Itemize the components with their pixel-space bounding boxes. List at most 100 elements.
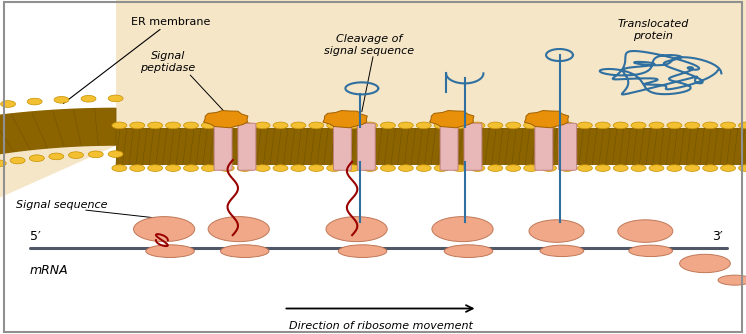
Text: Translocated
protein: Translocated protein (617, 19, 689, 41)
Polygon shape (524, 111, 568, 128)
Ellipse shape (445, 245, 492, 258)
Circle shape (309, 165, 324, 171)
Circle shape (166, 122, 181, 129)
FancyBboxPatch shape (238, 123, 256, 170)
Circle shape (488, 165, 503, 171)
FancyBboxPatch shape (333, 123, 351, 170)
Circle shape (703, 122, 718, 129)
Circle shape (560, 122, 574, 129)
Circle shape (219, 122, 234, 129)
Circle shape (524, 165, 539, 171)
Circle shape (291, 165, 306, 171)
Bar (116, 128, 746, 165)
Circle shape (524, 122, 539, 129)
Circle shape (363, 122, 377, 129)
Circle shape (130, 165, 145, 171)
Circle shape (309, 122, 324, 129)
Circle shape (631, 165, 646, 171)
Ellipse shape (145, 245, 194, 258)
Circle shape (237, 165, 252, 171)
Circle shape (380, 122, 395, 129)
Circle shape (506, 122, 521, 129)
Circle shape (273, 165, 288, 171)
Circle shape (434, 165, 449, 171)
Circle shape (255, 122, 270, 129)
Ellipse shape (680, 254, 730, 273)
Circle shape (148, 165, 163, 171)
Circle shape (201, 165, 216, 171)
Text: Signal
peptidase: Signal peptidase (140, 51, 195, 72)
Bar (116, 0, 746, 128)
Circle shape (81, 96, 96, 102)
FancyBboxPatch shape (559, 123, 577, 170)
Ellipse shape (529, 220, 584, 242)
Circle shape (54, 97, 69, 103)
Circle shape (416, 122, 431, 129)
Circle shape (613, 165, 628, 171)
Circle shape (327, 122, 342, 129)
Circle shape (380, 165, 395, 171)
Circle shape (649, 165, 664, 171)
Polygon shape (430, 111, 474, 128)
Circle shape (255, 165, 270, 171)
FancyBboxPatch shape (535, 123, 553, 170)
Circle shape (1, 101, 16, 107)
Polygon shape (204, 111, 248, 128)
Circle shape (184, 165, 198, 171)
Circle shape (166, 165, 181, 171)
Ellipse shape (618, 220, 673, 242)
Ellipse shape (718, 275, 746, 285)
Text: mRNA: mRNA (30, 264, 69, 277)
Circle shape (88, 151, 103, 158)
Circle shape (595, 165, 610, 171)
Circle shape (577, 165, 592, 171)
Circle shape (291, 122, 306, 129)
Circle shape (69, 152, 84, 158)
FancyBboxPatch shape (464, 123, 482, 170)
Ellipse shape (326, 217, 387, 241)
Circle shape (595, 122, 610, 129)
Circle shape (560, 165, 574, 171)
Circle shape (739, 122, 746, 129)
Circle shape (112, 122, 127, 129)
Circle shape (112, 165, 127, 171)
FancyBboxPatch shape (357, 123, 375, 170)
Circle shape (29, 155, 44, 162)
Circle shape (434, 122, 449, 129)
Ellipse shape (338, 245, 386, 258)
Circle shape (613, 122, 628, 129)
Circle shape (48, 153, 63, 160)
Text: ER membrane: ER membrane (63, 17, 210, 104)
Polygon shape (0, 109, 116, 307)
Circle shape (470, 165, 485, 171)
Circle shape (0, 160, 6, 167)
Ellipse shape (629, 245, 672, 257)
Circle shape (219, 165, 234, 171)
Text: Signal sequence: Signal sequence (16, 200, 108, 210)
Circle shape (237, 122, 252, 129)
Text: 3′: 3′ (712, 230, 723, 243)
Circle shape (721, 165, 736, 171)
Ellipse shape (134, 217, 195, 241)
Circle shape (577, 122, 592, 129)
Circle shape (273, 122, 288, 129)
Circle shape (108, 151, 123, 157)
Polygon shape (0, 128, 116, 307)
Circle shape (27, 98, 42, 105)
Circle shape (345, 165, 360, 171)
Circle shape (667, 122, 682, 129)
Circle shape (327, 165, 342, 171)
Circle shape (542, 122, 557, 129)
Circle shape (345, 122, 360, 129)
Circle shape (667, 165, 682, 171)
Circle shape (398, 165, 413, 171)
Polygon shape (323, 111, 367, 128)
Circle shape (201, 122, 216, 129)
Circle shape (108, 95, 123, 102)
Circle shape (739, 165, 746, 171)
Circle shape (148, 122, 163, 129)
Circle shape (416, 165, 431, 171)
Circle shape (685, 165, 700, 171)
Circle shape (721, 122, 736, 129)
Text: Cleavage of
signal sequence: Cleavage of signal sequence (325, 34, 414, 56)
